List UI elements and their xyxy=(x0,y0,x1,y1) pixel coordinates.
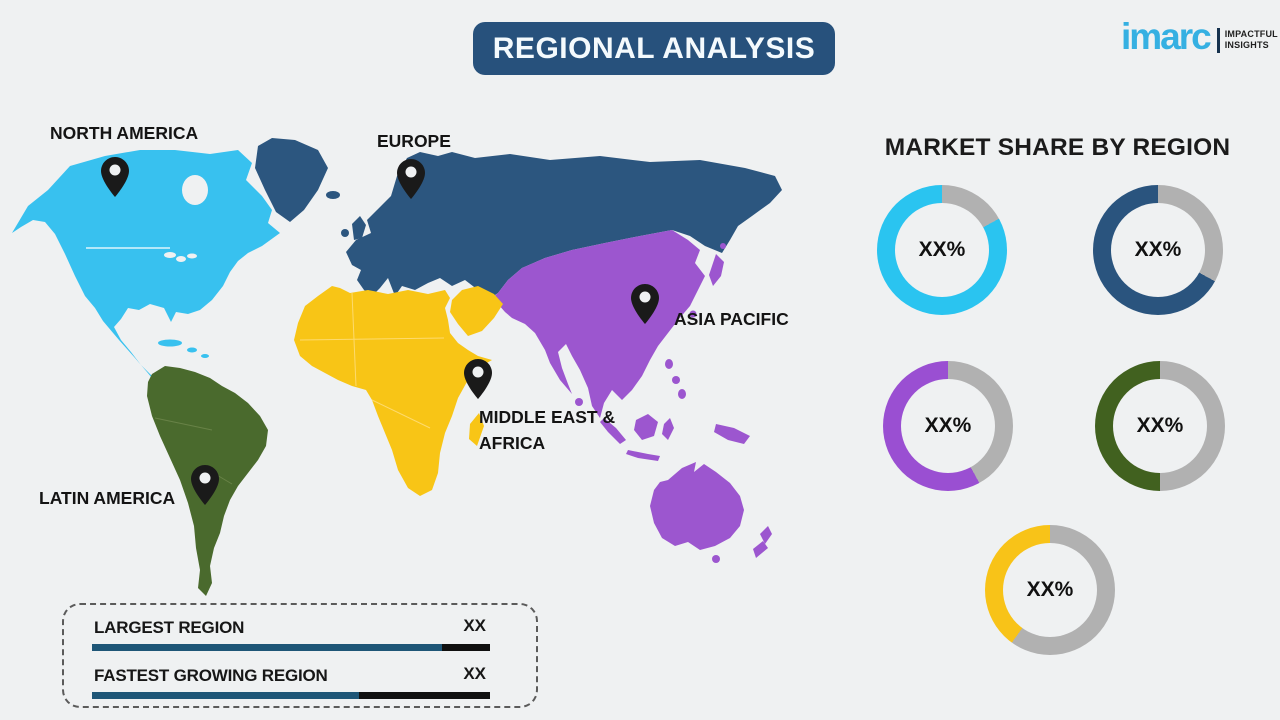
location-pin-icon-middle-east-africa xyxy=(464,359,492,399)
legend-label-fastest-growing-region: FASTEST GROWING REGION xyxy=(94,666,328,685)
legend-label-largest-region: LARGEST REGION xyxy=(94,618,245,637)
donut-hole: XX% xyxy=(1111,203,1205,297)
location-pin-icon-europe xyxy=(397,159,425,199)
legend-bar-largest-region xyxy=(92,644,490,651)
location-pin-icon-asia-pacific xyxy=(631,284,659,324)
page-title-banner: REGIONAL ANALYSIS xyxy=(473,22,835,75)
region-asia-pacific xyxy=(492,230,772,563)
region-europe xyxy=(255,138,782,300)
legend-bar-fastest-growing-region xyxy=(92,692,490,699)
donut-chart-europe: XX% xyxy=(1093,185,1223,315)
region-north-america xyxy=(12,150,280,396)
donut-chart-north-america: XX% xyxy=(877,185,1007,315)
legend-value-fastest-growing-region: XX xyxy=(463,664,486,683)
market-share-title: MARKET SHARE BY REGION xyxy=(884,134,1231,161)
imarc-logo-wordmark: imarc xyxy=(1121,16,1212,57)
donut-hole: XX% xyxy=(1113,379,1207,473)
legend-bar-fill xyxy=(92,644,443,651)
donut-chart-latin-america: XX% xyxy=(1095,361,1225,491)
donut-hole: XX% xyxy=(901,379,995,473)
location-pin-icon-latin-america xyxy=(191,465,219,505)
donut-value: XX% xyxy=(918,238,966,261)
label-latin-america: LATIN AMERICA xyxy=(39,488,176,508)
donut-value: XX% xyxy=(1134,238,1182,261)
label-middle-east-africa: MIDDLE EAST & AFRICA xyxy=(479,407,616,453)
label-europe: EUROPE xyxy=(377,131,451,151)
donut-hole: XX% xyxy=(1003,543,1097,637)
location-pin-icon-north-america xyxy=(101,157,129,197)
africa-country-borders xyxy=(299,292,445,429)
legend-bar-fill xyxy=(92,692,359,699)
donut-value: XX% xyxy=(1026,578,1074,601)
imarc-logo: imarc IMPACTFUL INSIGHTS xyxy=(1121,16,1278,57)
logo-divider xyxy=(1216,28,1220,53)
donut-value: XX% xyxy=(1136,414,1184,437)
logo-tagline: IMPACTFUL INSIGHTS xyxy=(1224,29,1278,50)
donut-hole: XX% xyxy=(895,203,989,297)
donut-value: XX% xyxy=(924,414,972,437)
legend-value-largest-region: XX xyxy=(463,616,486,635)
page-title: REGIONAL ANALYSIS xyxy=(492,31,816,65)
label-asia-pacific: ASIA PACIFIC xyxy=(674,309,789,329)
label-north-america: NORTH AMERICA xyxy=(50,123,199,143)
map-water-cutouts xyxy=(164,175,208,262)
donut-chart-middle-east-africa: XX% xyxy=(985,525,1115,655)
world-map xyxy=(12,138,782,596)
donut-chart-asia-pacific: XX% xyxy=(883,361,1013,491)
legend-box: LARGEST REGION XX FASTEST GROWING REGION… xyxy=(62,603,538,708)
